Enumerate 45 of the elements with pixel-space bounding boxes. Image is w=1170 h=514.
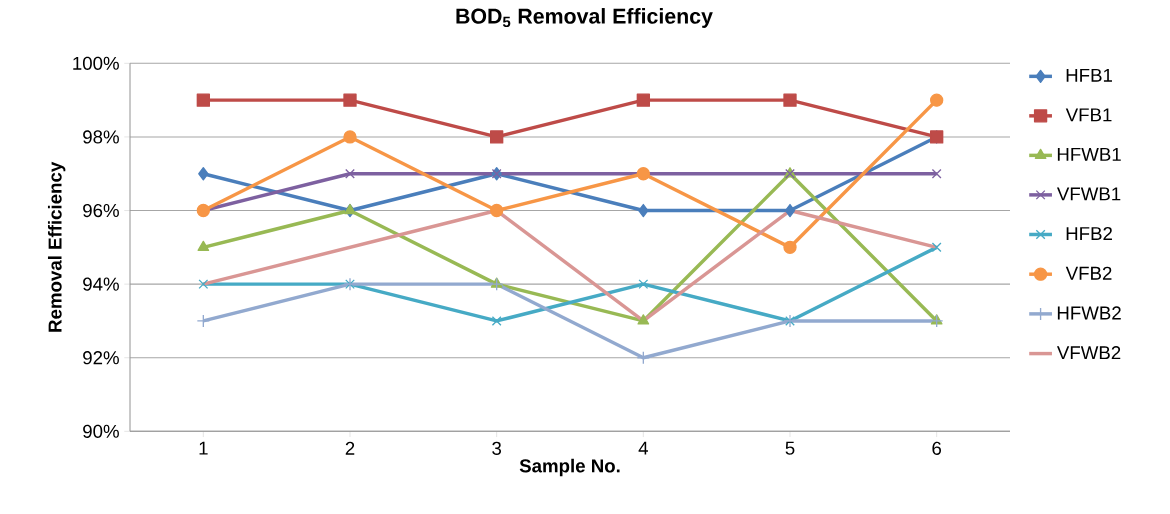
legend-label: HFWB1 bbox=[1057, 147, 1121, 161]
point bbox=[636, 93, 651, 107]
legend-label: VFWB2 bbox=[1056, 346, 1121, 360]
point bbox=[930, 93, 944, 107]
x-tick-label: 1 bbox=[199, 441, 208, 455]
legend-label: HFB2 bbox=[1066, 226, 1112, 240]
point bbox=[343, 93, 357, 107]
point bbox=[196, 93, 211, 107]
point bbox=[490, 203, 504, 218]
legend-label: HFWB2 bbox=[1057, 306, 1121, 320]
point bbox=[198, 279, 209, 290]
point bbox=[638, 279, 649, 290]
chart-title: BOD$_{5}$ Removal Efficiency bbox=[456, 8, 713, 28]
point bbox=[198, 167, 209, 181]
legend-label: VFWB1 bbox=[1056, 187, 1121, 201]
point bbox=[784, 203, 796, 218]
point bbox=[343, 130, 357, 144]
point bbox=[345, 168, 355, 179]
x-tick-label: 3 bbox=[492, 441, 502, 455]
x-tick-label: 4 bbox=[638, 441, 648, 455]
legend-label: VFB2 bbox=[1065, 266, 1112, 280]
y-tick-label: 92% bbox=[83, 351, 119, 365]
point bbox=[637, 314, 650, 325]
y-tick-label: 100% bbox=[73, 56, 119, 70]
point bbox=[196, 314, 211, 328]
point bbox=[197, 240, 210, 251]
point bbox=[783, 240, 797, 254]
y-tick-label: 98% bbox=[83, 130, 119, 144]
y-tick-label: 90% bbox=[83, 424, 119, 438]
point bbox=[931, 168, 942, 179]
y-tick-label: 94% bbox=[83, 277, 119, 291]
y-axis-title: Removal Efficiency bbox=[47, 161, 66, 332]
point bbox=[638, 203, 649, 218]
x-tick-label: 5 bbox=[785, 441, 795, 455]
point bbox=[491, 316, 502, 326]
y-tick-label: 96% bbox=[83, 203, 119, 218]
x-tick-label: 6 bbox=[932, 441, 942, 455]
point bbox=[783, 93, 797, 107]
x-tick-label: 2 bbox=[345, 441, 355, 455]
legend-label: VFB1 bbox=[1065, 108, 1112, 122]
point bbox=[490, 130, 504, 144]
point bbox=[931, 242, 942, 253]
point bbox=[636, 351, 651, 365]
legend-label: HFB1 bbox=[1066, 68, 1112, 82]
x-axis-title: Sample No. bbox=[519, 458, 620, 477]
